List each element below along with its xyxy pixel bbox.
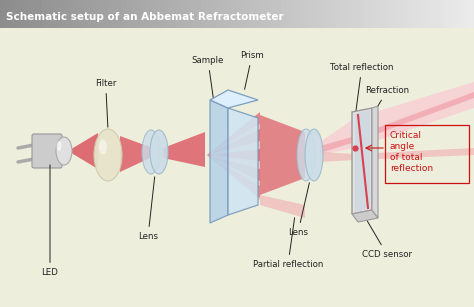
Polygon shape: [355, 110, 370, 212]
Ellipse shape: [56, 137, 72, 165]
Polygon shape: [120, 136, 150, 172]
Polygon shape: [372, 106, 378, 218]
Text: LED: LED: [42, 165, 58, 277]
Polygon shape: [352, 210, 378, 222]
Text: Total reflection: Total reflection: [330, 63, 393, 115]
Text: Refraction: Refraction: [356, 86, 409, 143]
Polygon shape: [68, 133, 98, 169]
Text: Lens: Lens: [138, 177, 158, 241]
Text: Sample: Sample: [192, 56, 224, 100]
Polygon shape: [207, 149, 260, 161]
Text: Prism: Prism: [240, 51, 264, 89]
Text: Schematic setup of an Abbemat Refractometer: Schematic setup of an Abbemat Refractome…: [6, 12, 283, 22]
Ellipse shape: [94, 129, 122, 181]
Ellipse shape: [56, 141, 62, 151]
Polygon shape: [352, 108, 372, 214]
Polygon shape: [320, 82, 474, 155]
Ellipse shape: [305, 129, 323, 181]
Text: Partial reflection: Partial reflection: [253, 218, 323, 269]
Text: Critical
angle
of total
reflection: Critical angle of total reflection: [390, 131, 433, 173]
Polygon shape: [210, 100, 228, 223]
Polygon shape: [210, 90, 258, 108]
Polygon shape: [207, 155, 260, 198]
Polygon shape: [207, 129, 260, 155]
Text: Lens: Lens: [288, 183, 310, 237]
Ellipse shape: [142, 130, 160, 174]
FancyBboxPatch shape: [32, 134, 62, 168]
Polygon shape: [228, 108, 258, 215]
Polygon shape: [260, 195, 305, 218]
Polygon shape: [207, 112, 260, 155]
Polygon shape: [320, 148, 474, 162]
Polygon shape: [320, 92, 474, 153]
Ellipse shape: [150, 130, 168, 174]
Polygon shape: [163, 132, 205, 167]
Polygon shape: [207, 112, 260, 200]
Text: Filter: Filter: [95, 79, 117, 127]
Polygon shape: [260, 115, 305, 195]
Text: CCD sensor: CCD sensor: [362, 214, 412, 259]
Ellipse shape: [297, 129, 315, 181]
Polygon shape: [207, 155, 260, 181]
Ellipse shape: [99, 139, 107, 154]
